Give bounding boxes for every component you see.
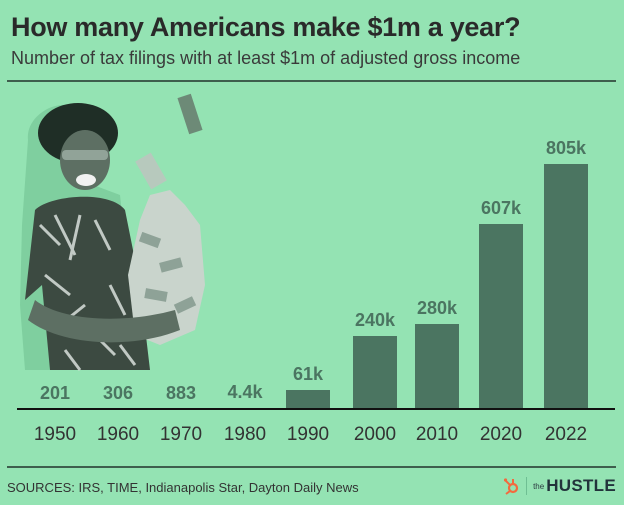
brand-prefix: the — [533, 481, 545, 491]
value-label: 240k — [354, 309, 396, 330]
x-axis-label: 2010 — [415, 424, 459, 445]
x-axis-label: 1960 — [96, 424, 140, 445]
x-axis-line — [17, 408, 615, 410]
value-label: 306 — [102, 382, 134, 403]
bar-2000 — [353, 335, 397, 409]
value-label: 607k — [480, 198, 522, 219]
bar-1990 — [286, 390, 330, 409]
top-divider — [7, 80, 616, 82]
page-title: How many Americans make $1m a year? — [11, 12, 521, 42]
man-with-money-bag-illustration — [0, 85, 240, 375]
x-axis-label: 1950 — [33, 424, 77, 445]
brand-logo: the HUSTLE — [504, 476, 616, 496]
value-label: 61k — [292, 364, 324, 385]
x-axis-label: 2020 — [479, 424, 523, 445]
sources-note: SOURCES: IRS, TIME, Indianapolis Star, D… — [7, 480, 359, 495]
bar-2020 — [479, 224, 523, 409]
value-label: 201 — [39, 382, 71, 403]
bar-2010 — [415, 323, 459, 409]
x-axis-label: 1980 — [223, 424, 267, 445]
bar-chart: 201 1950 306 1960 883 1970 4.4k 1980 61k 1990 240k… — [17, 138, 615, 445]
value-label: 4.4k — [227, 381, 263, 402]
brand-name: HUSTLE — [546, 476, 616, 495]
value-label: 883 — [165, 382, 197, 403]
x-axis-label: 2022 — [544, 424, 588, 445]
page-subtitle: Number of tax filings with at least $1m … — [11, 48, 521, 68]
x-axis-label: 1990 — [286, 424, 330, 445]
hubspot-sprocket-icon — [504, 478, 519, 495]
falling-bill-icon — [135, 93, 203, 190]
x-axis-label: 2000 — [353, 424, 397, 445]
value-label: 805k — [545, 138, 587, 158]
value-label: 280k — [416, 297, 458, 318]
x-axis-label: 1970 — [159, 424, 203, 445]
logo-divider — [526, 477, 528, 495]
bottom-divider — [7, 466, 616, 468]
bar-2022 — [544, 164, 588, 409]
